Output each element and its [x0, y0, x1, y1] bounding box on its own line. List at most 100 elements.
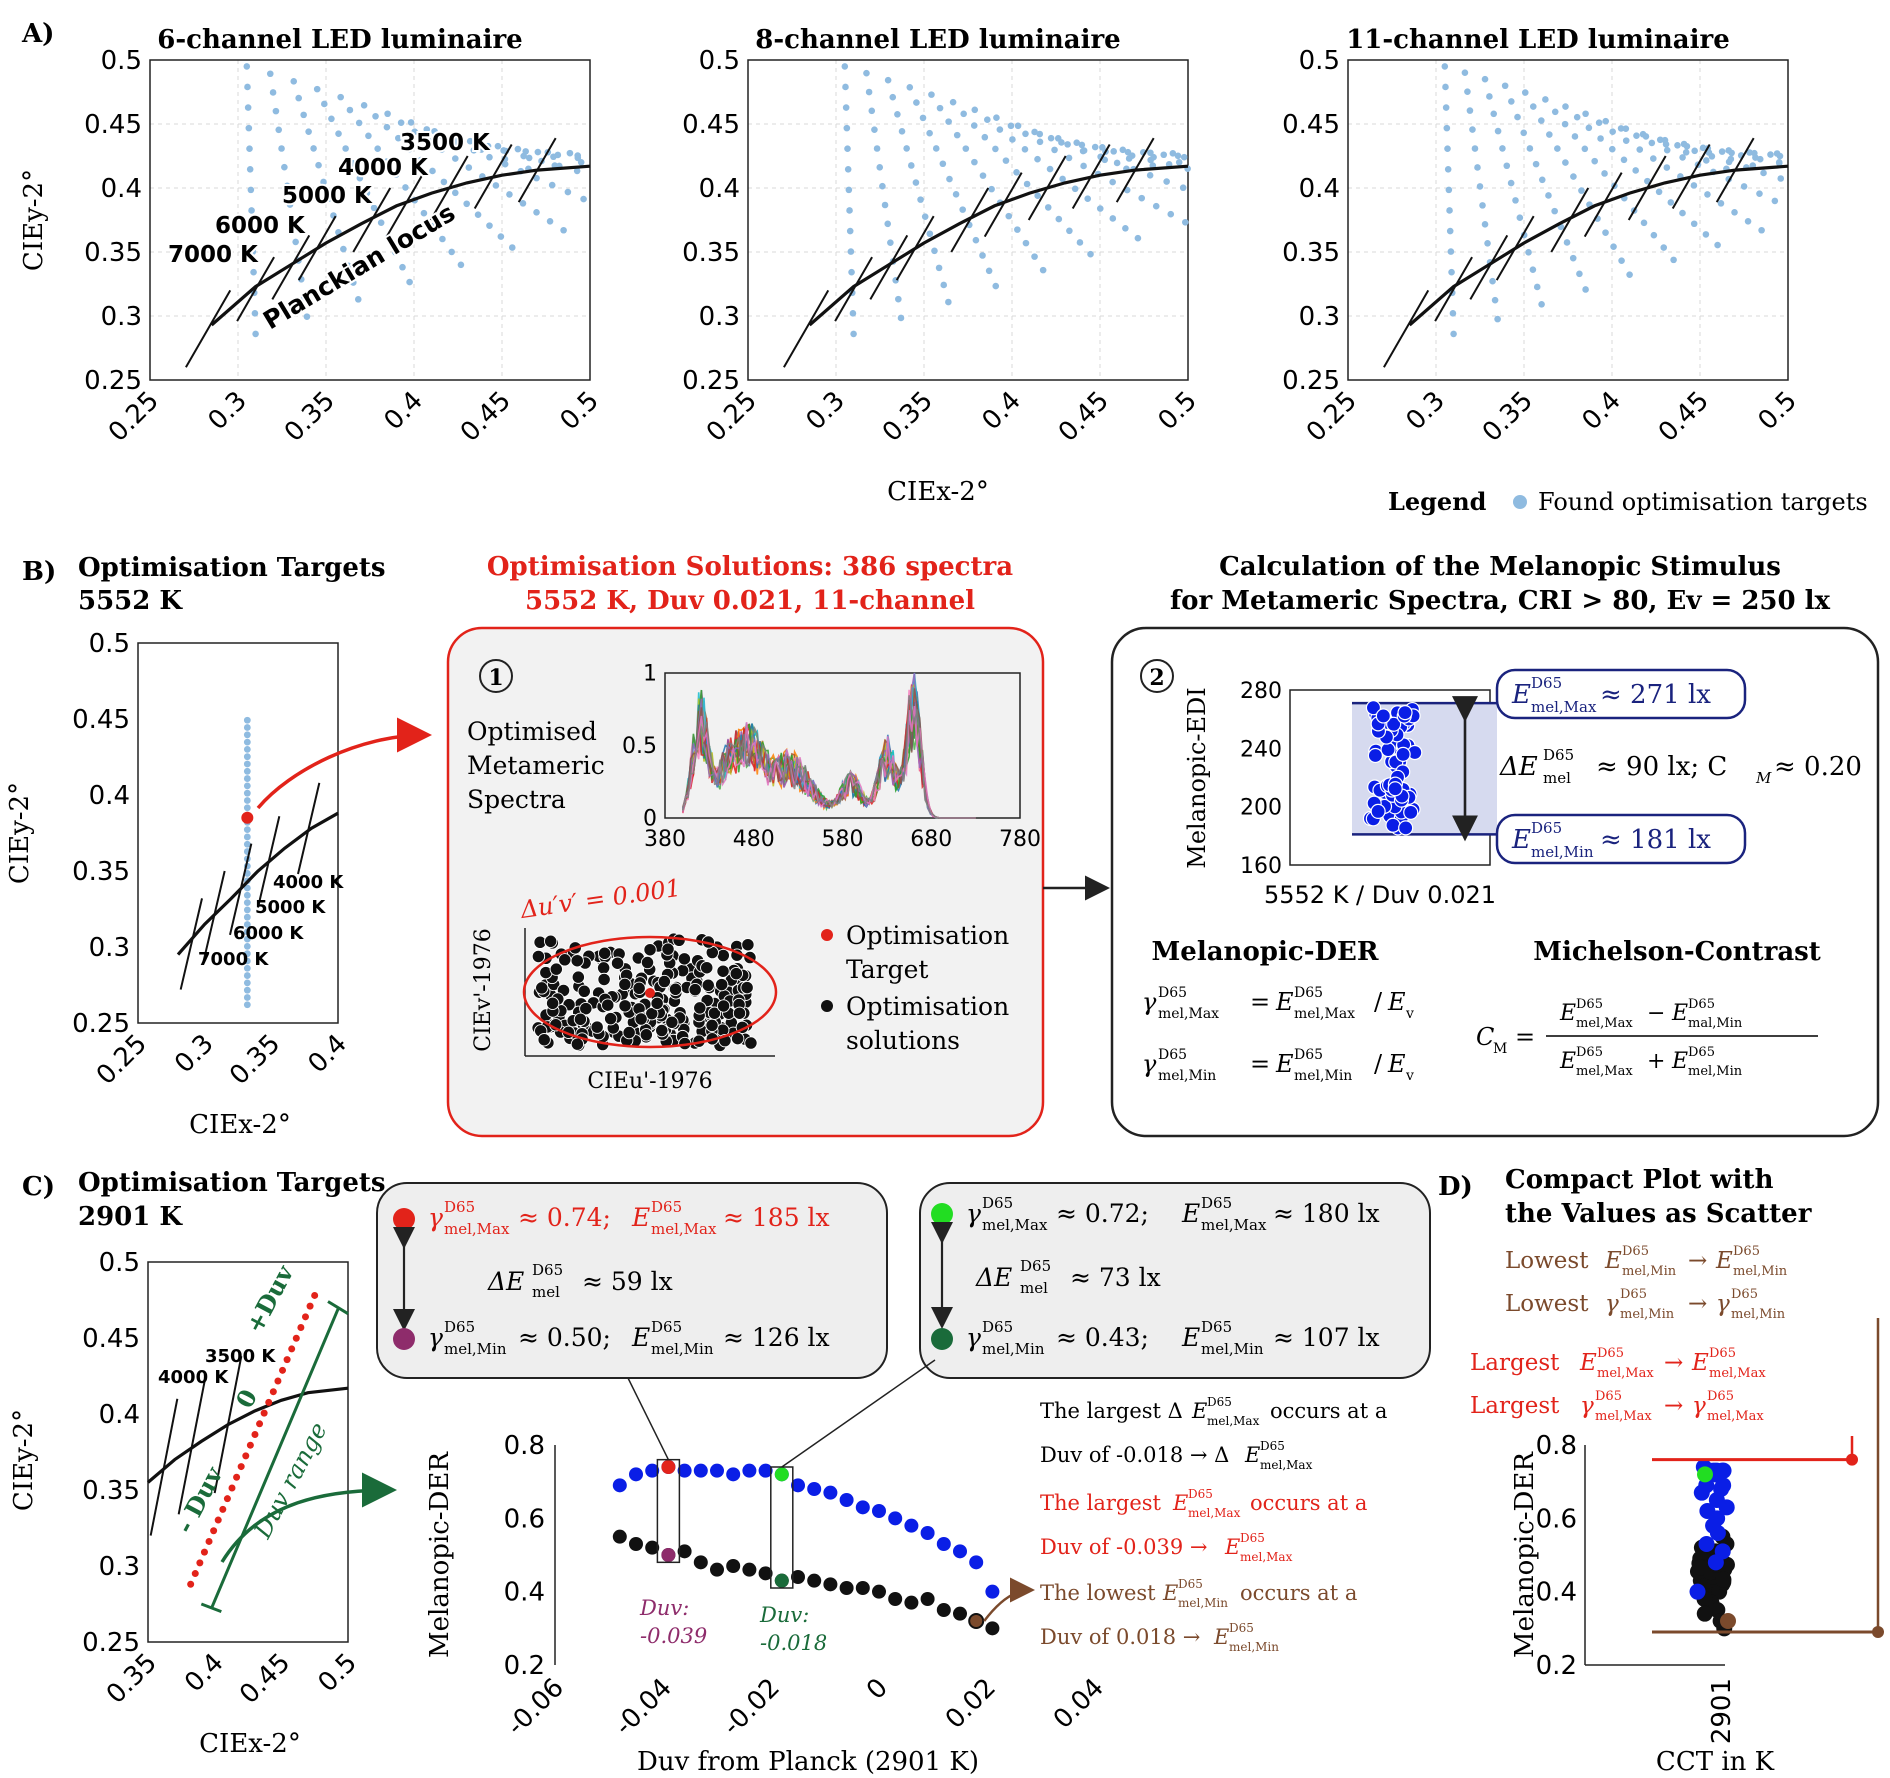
solution-point [577, 984, 591, 998]
gamma-max-point [710, 1463, 724, 1478]
tick-label: 0.4 [976, 386, 1026, 436]
target-point [370, 204, 378, 212]
target-point [286, 201, 294, 208]
tolerance-ellipse [522, 935, 778, 1049]
svg-text:D65: D65 [1595, 1389, 1622, 1404]
target-point [1683, 143, 1691, 150]
duv-target-point [288, 1345, 296, 1353]
target-point [912, 179, 920, 186]
tick-label: 0.04 [1048, 1673, 1110, 1735]
svg-text:mel,Min: mel,Min [1688, 1064, 1743, 1079]
target-point [863, 69, 870, 77]
target-point [525, 154, 533, 162]
calc-box [1110, 626, 1880, 1138]
svg-text:/: / [1374, 988, 1383, 1016]
solution-point [741, 938, 755, 952]
target-point [1602, 117, 1610, 125]
target-point [1702, 231, 1710, 238]
plot-frame [664, 672, 1021, 819]
max-edi-symbol: E [1511, 680, 1531, 710]
target-point [1031, 253, 1038, 260]
target-point [1771, 197, 1779, 205]
solution-point [665, 1015, 679, 1029]
chart-spectra: 380 480 580 680 780 0 0.5 1 [622, 662, 1041, 852]
svg-text:=: = [1250, 988, 1270, 1016]
tick-label: 0.45 [1653, 386, 1715, 448]
target-point [506, 191, 513, 198]
gamma-max-point [1698, 1536, 1715, 1552]
isotemperature-line [429, 155, 469, 221]
target-point [573, 167, 581, 175]
target-point [346, 106, 354, 114]
target-point [486, 222, 493, 229]
target-point [1538, 117, 1545, 124]
target-point [243, 906, 251, 914]
target-point [1442, 104, 1450, 111]
target-point [1174, 152, 1182, 160]
chart-title: Compact Plot with [1505, 1165, 1774, 1195]
target-point [884, 220, 892, 228]
target-point [560, 226, 567, 234]
min-marker-purple [393, 1328, 415, 1350]
target-point [266, 70, 274, 78]
target-point [873, 145, 881, 152]
gamma-max-point [953, 1544, 967, 1559]
target-point [1113, 159, 1121, 167]
target-point [501, 160, 509, 168]
target-point [1494, 127, 1502, 135]
duv-target-point [306, 1302, 314, 1310]
duv-label: Duv: [759, 1603, 809, 1627]
target-point [1758, 226, 1765, 234]
tick-label: 0.3 [1299, 302, 1340, 332]
tick-label: 240 [1240, 737, 1282, 762]
target-point [243, 972, 251, 979]
solution-point [740, 980, 754, 995]
y-axis-label: Melanopic-EDI [1183, 687, 1211, 869]
solution-point [535, 981, 549, 995]
target-point [397, 119, 405, 127]
svg-text:=: = [1250, 1050, 1270, 1078]
target-point [850, 330, 857, 338]
target-point [1585, 124, 1593, 132]
target-point [272, 107, 280, 115]
target-point [243, 753, 251, 761]
svg-text:D65: D65 [1622, 1244, 1649, 1259]
gamma-min-point [953, 1606, 967, 1621]
duv-range-label: Duv range [248, 1418, 333, 1544]
tick-label: 0.5 [554, 386, 604, 436]
duv-label: Duv: [639, 1596, 689, 1620]
target-point [335, 130, 342, 137]
target-point [1582, 110, 1589, 118]
target-point [244, 104, 252, 111]
target-point [1656, 136, 1664, 144]
target-point [449, 132, 456, 140]
gamma-max-point [888, 1511, 903, 1526]
svg-text:mel,Min: mel,Min [1201, 1340, 1264, 1358]
target-point [1021, 146, 1029, 153]
target-point [494, 142, 502, 150]
target-point [243, 797, 251, 804]
gamma-min-point [920, 1592, 935, 1606]
target-point [1481, 221, 1489, 228]
target-point [243, 731, 251, 739]
gamma-min-point [1692, 1559, 1709, 1576]
target-point [1756, 190, 1763, 197]
box2-min-e: ≈ 107 lx [1273, 1323, 1380, 1352]
tick-label: 0.45 [455, 386, 517, 448]
target-point [281, 163, 288, 171]
isotemperature-line [869, 234, 909, 300]
target-point [372, 112, 379, 120]
target-point [1767, 151, 1774, 158]
target-point [1640, 219, 1648, 227]
box1-max: ≈ 0.74; [518, 1203, 611, 1232]
target-point [897, 314, 905, 322]
tick-label: 0.25 [1282, 366, 1340, 396]
tick-label: 0.45 [84, 110, 142, 140]
cct-annotation: 6000 K [233, 923, 304, 944]
gamma-min-point [904, 1595, 919, 1610]
target-point [243, 840, 251, 848]
svg-text:C: C [1476, 1023, 1494, 1051]
target-point [406, 278, 413, 286]
planckian-locus-line [1408, 164, 1789, 327]
